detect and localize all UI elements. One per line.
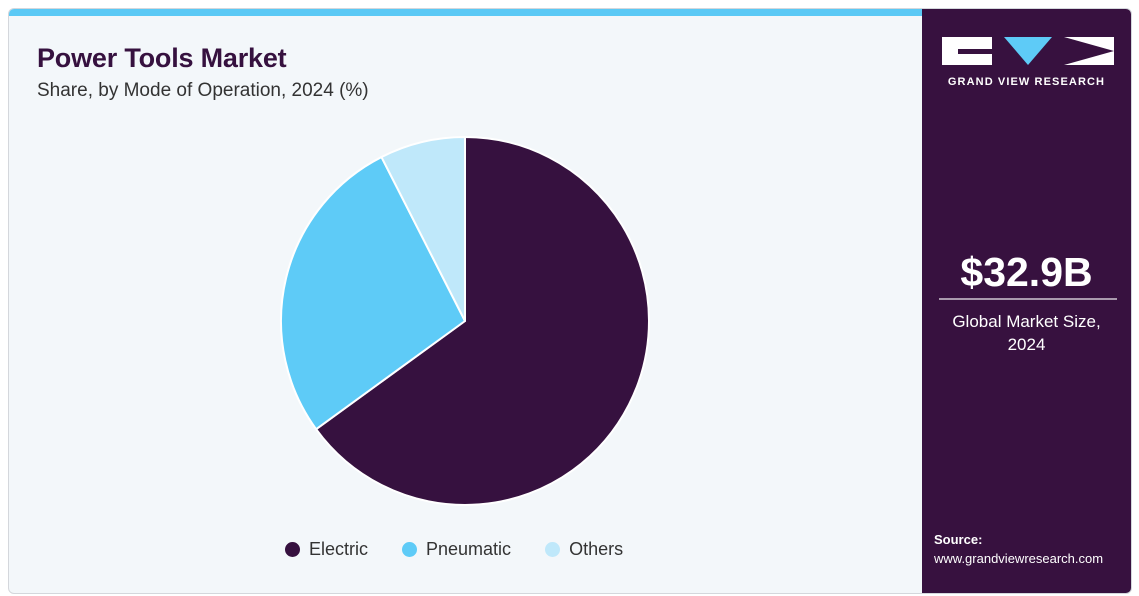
pie-slice-electric	[315, 136, 650, 506]
chart-subtitle: Share, by Mode of Operation, 2024 (%)	[37, 80, 369, 101]
legend-label-electric: Electric	[309, 539, 369, 559]
legend-item-electric: Electric	[285, 539, 368, 560]
sidebar-panel: GRAND VIEW RESEARCH $32.9B Global Market…	[922, 9, 1131, 593]
grand-view-research-logo	[942, 37, 1114, 65]
market-size-divider	[939, 298, 1117, 300]
legend-item-pneumatic: Pneumatic	[402, 539, 511, 560]
legend-swatch-electric	[285, 542, 300, 557]
market-size-label-line2: 2024	[1007, 335, 1046, 354]
logo-wordmark: GRAND VIEW RESEARCH	[947, 76, 1106, 88]
market-size-value: $32.9B	[960, 249, 1093, 295]
infographic-card: Power Tools Market Share, by Mode of Ope…	[8, 8, 1132, 594]
legend-swatch-pneumatic	[402, 542, 418, 557]
top-accent-bar	[9, 9, 922, 16]
market-size-label-line1: Global Market Size,	[952, 312, 1101, 331]
pie-slice-others	[380, 136, 466, 322]
market-size-label: Global Market Size, 2024	[922, 310, 1131, 356]
legend-item-others: Others	[545, 539, 623, 560]
legend-label-pneumatic: Pneumatic	[426, 539, 512, 559]
chart-title: Power Tools Market	[37, 43, 287, 73]
source-title: Source:	[934, 532, 983, 547]
pie-chart	[280, 136, 650, 506]
legend-label-others: Others	[569, 539, 624, 559]
legend-swatch-others	[545, 542, 561, 557]
chart-legend: Electric Pneumatic Others	[285, 539, 623, 560]
source-url[interactable]: www.grandviewresearch.com	[934, 551, 1104, 566]
pie-slice-pneumatic	[280, 156, 466, 431]
